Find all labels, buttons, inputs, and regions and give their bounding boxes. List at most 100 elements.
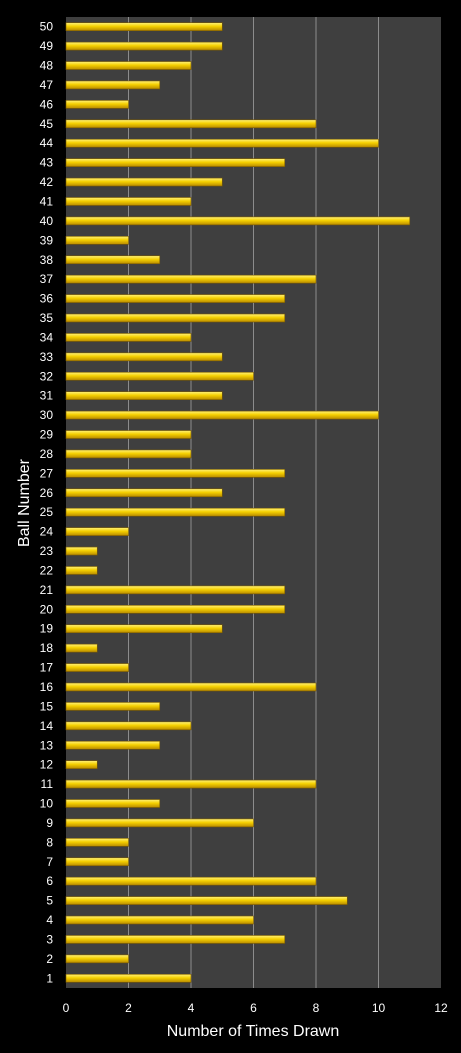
y-tick-label: 45: [40, 117, 54, 131]
bar-ball-29: [65, 430, 192, 439]
y-tick-label: 35: [40, 311, 54, 325]
bar-ball-49: [65, 41, 223, 51]
y-tick-label: 16: [40, 680, 54, 694]
bar-ball-16: [65, 682, 317, 692]
y-tick-label: 17: [40, 661, 54, 675]
y-tick-label: 29: [40, 428, 54, 442]
bar-ball-34: [65, 333, 192, 342]
bar-ball-41: [65, 197, 192, 206]
y-tick-label: 36: [40, 292, 54, 306]
bar-ball-30: [65, 410, 379, 420]
y-tick-label: 19: [40, 622, 54, 636]
y-tick-label: 13: [40, 738, 54, 752]
y-tick-label: 43: [40, 156, 54, 170]
y-tick-label: 42: [40, 175, 54, 189]
bar-ball-22: [65, 566, 98, 575]
bar-ball-45: [65, 119, 317, 129]
y-tick-label: 8: [46, 835, 53, 849]
y-tick-label: 2: [46, 952, 53, 966]
bar-ball-26: [65, 488, 223, 498]
y-tick-label: 15: [40, 699, 54, 713]
x-tick-label: 12: [434, 1001, 448, 1015]
bar-ball-6: [65, 876, 317, 886]
bar-ball-10: [65, 799, 161, 808]
y-tick-label: 50: [40, 20, 54, 34]
bar-ball-46: [65, 100, 129, 109]
y-axis-tick-labels: 1234567891011121314151617181920212223242…: [40, 20, 54, 986]
bar-ball-24: [65, 527, 129, 536]
y-tick-label: 32: [40, 369, 54, 383]
y-tick-label: 49: [40, 39, 54, 53]
bar-ball-33: [65, 352, 223, 362]
bar-ball-35: [65, 313, 286, 323]
y-tick-label: 11: [41, 777, 54, 791]
bar-ball-5: [65, 896, 348, 905]
bar-ball-31: [65, 391, 223, 400]
y-tick-label: 34: [40, 330, 54, 344]
x-tick-label: 6: [250, 1001, 257, 1015]
bar-ball-9: [65, 818, 254, 828]
y-tick-label: 20: [40, 602, 54, 616]
y-tick-label: 5: [46, 894, 53, 908]
bar-ball-27: [65, 469, 286, 478]
y-tick-label: 41: [40, 194, 54, 208]
bar-ball-18: [65, 643, 98, 653]
y-tick-label: 10: [40, 797, 54, 811]
bar-ball-36: [65, 294, 286, 303]
bar-ball-15: [65, 702, 161, 711]
bar-ball-50: [65, 22, 223, 32]
x-tick-label: 2: [125, 1001, 132, 1015]
y-tick-label: 48: [40, 59, 54, 73]
bar-ball-44: [65, 138, 379, 148]
y-tick-label: 7: [46, 855, 53, 869]
bar-ball-2: [65, 954, 129, 964]
bar-ball-21: [65, 585, 286, 595]
y-tick-label: 22: [40, 563, 54, 577]
y-tick-label: 38: [40, 253, 54, 267]
bar-ball-14: [65, 721, 192, 731]
x-tick-label: 0: [63, 1001, 70, 1015]
bar-ball-17: [65, 663, 129, 672]
y-tick-label: 47: [40, 78, 54, 92]
y-tick-label: 9: [46, 816, 53, 830]
y-tick-label: 30: [40, 408, 54, 422]
y-tick-label: 33: [40, 350, 54, 364]
bar-ball-20: [65, 605, 286, 614]
bar-ball-38: [65, 255, 161, 265]
y-tick-label: 3: [46, 932, 53, 946]
bar-ball-43: [65, 158, 286, 167]
bar-ball-23: [65, 546, 98, 556]
bar-ball-40: [65, 216, 411, 226]
y-tick-label: 44: [40, 136, 54, 150]
y-axis-title: Ball Number: [16, 458, 33, 547]
y-tick-label: 4: [46, 913, 53, 927]
bar-ball-11: [65, 779, 317, 789]
y-tick-label: 18: [40, 641, 54, 655]
y-tick-label: 26: [40, 486, 54, 500]
x-axis-tick-labels: 0 2 4 6 8 10 12: [63, 1001, 448, 1015]
bar-ball-13: [65, 740, 161, 750]
y-tick-label: 21: [40, 583, 54, 597]
bar-ball-12: [65, 760, 98, 769]
y-tick-label: 1: [46, 971, 53, 985]
bar-ball-8: [65, 838, 129, 847]
bars: [65, 22, 411, 983]
y-tick-label: 27: [40, 466, 54, 480]
bar-ball-39: [65, 236, 129, 245]
bar-ball-47: [65, 80, 161, 90]
y-tick-label: 24: [40, 525, 54, 539]
bar-ball-28: [65, 449, 192, 459]
x-axis-title: Number of Times Drawn: [167, 1023, 340, 1040]
y-tick-label: 46: [40, 97, 54, 111]
y-tick-label: 40: [40, 214, 54, 228]
bar-ball-48: [65, 61, 192, 70]
y-tick-label: 28: [40, 447, 54, 461]
x-tick-label: 8: [313, 1001, 320, 1015]
bar-ball-7: [65, 857, 129, 867]
y-tick-label: 23: [40, 544, 54, 558]
bar-ball-25: [65, 507, 286, 517]
x-tick-label: 4: [188, 1001, 195, 1015]
y-tick-label: 39: [40, 233, 54, 247]
bar-ball-4: [65, 915, 254, 925]
